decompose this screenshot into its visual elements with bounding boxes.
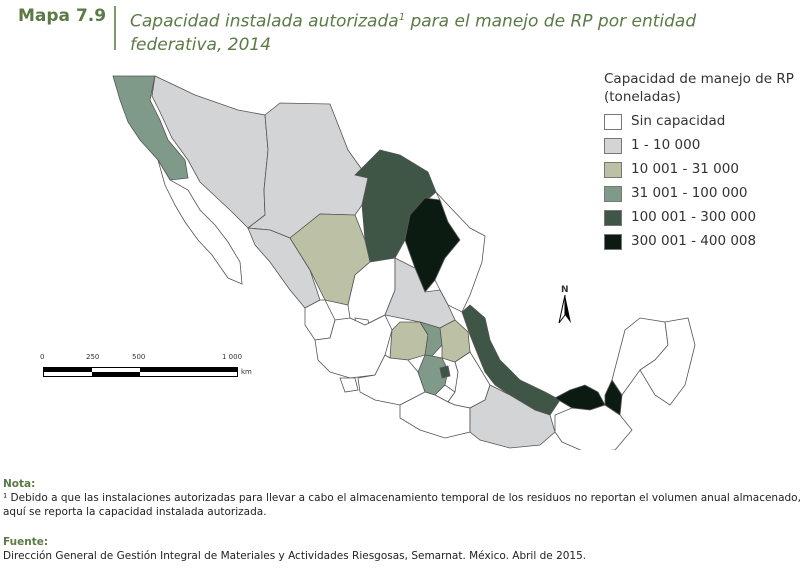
source-text: Dirección General de Gestión Integral de… [3,550,587,562]
north-arrow: N [552,285,578,325]
notes-text: ¹ Debido a que las instalaciones autoriz… [3,492,801,518]
north-arrow-icon [558,295,571,324]
legend-label: 1 - 10 000 [631,137,701,153]
state-nayarit [304,299,336,341]
legend-item: 1 - 10 000 [604,136,799,160]
legend-swatch [604,138,622,154]
scale-bar-graphic [43,367,238,377]
state-guanajuato [389,321,429,361]
state-veracruz [461,304,561,416]
state-baja-california [112,75,189,181]
legend-item: 31 001 - 100 000 [604,184,799,208]
legend-swatch [604,234,622,250]
map-title-part1: Capacidad instalada autorizada [130,11,399,32]
legend-items: Sin capacidad 1 - 10 000 10 001 - 31 000 31… [604,112,799,256]
legend-item: 300 001 - 400 008 [604,232,799,256]
scale-seg-1 [44,368,92,372]
map-title-footnote-mark: 1 [398,12,406,23]
state-cdmx [439,365,451,379]
state-colima [339,377,359,393]
legend-label: 31 001 - 100 000 [631,185,748,201]
map-number: Mapa 7.9 [18,6,107,26]
notes-block: Nota: ¹ Debido a que las instalaciones a… [3,477,803,519]
scale-tick-0: 0 [40,353,45,361]
source-heading: Fuente: [3,536,49,548]
source-block: Fuente: Dirección General de Gestión Int… [3,535,803,563]
legend-swatch [604,114,622,130]
scale-tick-250: 250 [86,353,100,361]
map-title: Capacidad instalada autorizada1 para el … [130,6,790,57]
map-legend: Capacidad de manejo de RP (toneladas) Si… [604,70,799,256]
legend-item: Sin capacidad [604,112,799,136]
map-title-part2: para el manejo de RP por entidad federat… [130,11,697,55]
north-label: N [561,285,569,295]
legend-title: Capacidad de manejo de RP (toneladas) [604,71,794,105]
state-chiapas [554,404,633,450]
scale-bar: 0 250 500 1 000 km [40,353,280,383]
legend-swatch [604,186,622,202]
state-oaxaca [469,384,556,449]
mexico-map [112,75,696,450]
legend-item: 100 001 - 300 000 [604,208,799,232]
scale-seg-3 [140,368,237,372]
legend-label: 300 001 - 400 008 [631,233,757,249]
map-header: Mapa 7.9 Capacidad instalada autorizada1… [18,6,798,55]
notes-heading: Nota: [3,478,36,490]
legend-swatch [604,210,622,226]
header-divider [114,6,116,50]
legend-item: 10 001 - 31 000 [604,160,799,184]
legend-label: 10 001 - 31 000 [631,161,739,177]
scale-unit: km [241,368,252,376]
state-baja-california-sur [157,159,243,285]
scale-tick-1000: 1 000 [222,353,243,361]
scale-tick-500: 500 [132,353,146,361]
scale-seg-2 [92,372,140,376]
legend-label: Sin capacidad [631,113,726,129]
legend-label: 100 001 - 300 000 [631,209,757,225]
state-tabasco [554,384,606,411]
state-quintana-roo [639,317,696,406]
legend-swatch [604,162,622,178]
